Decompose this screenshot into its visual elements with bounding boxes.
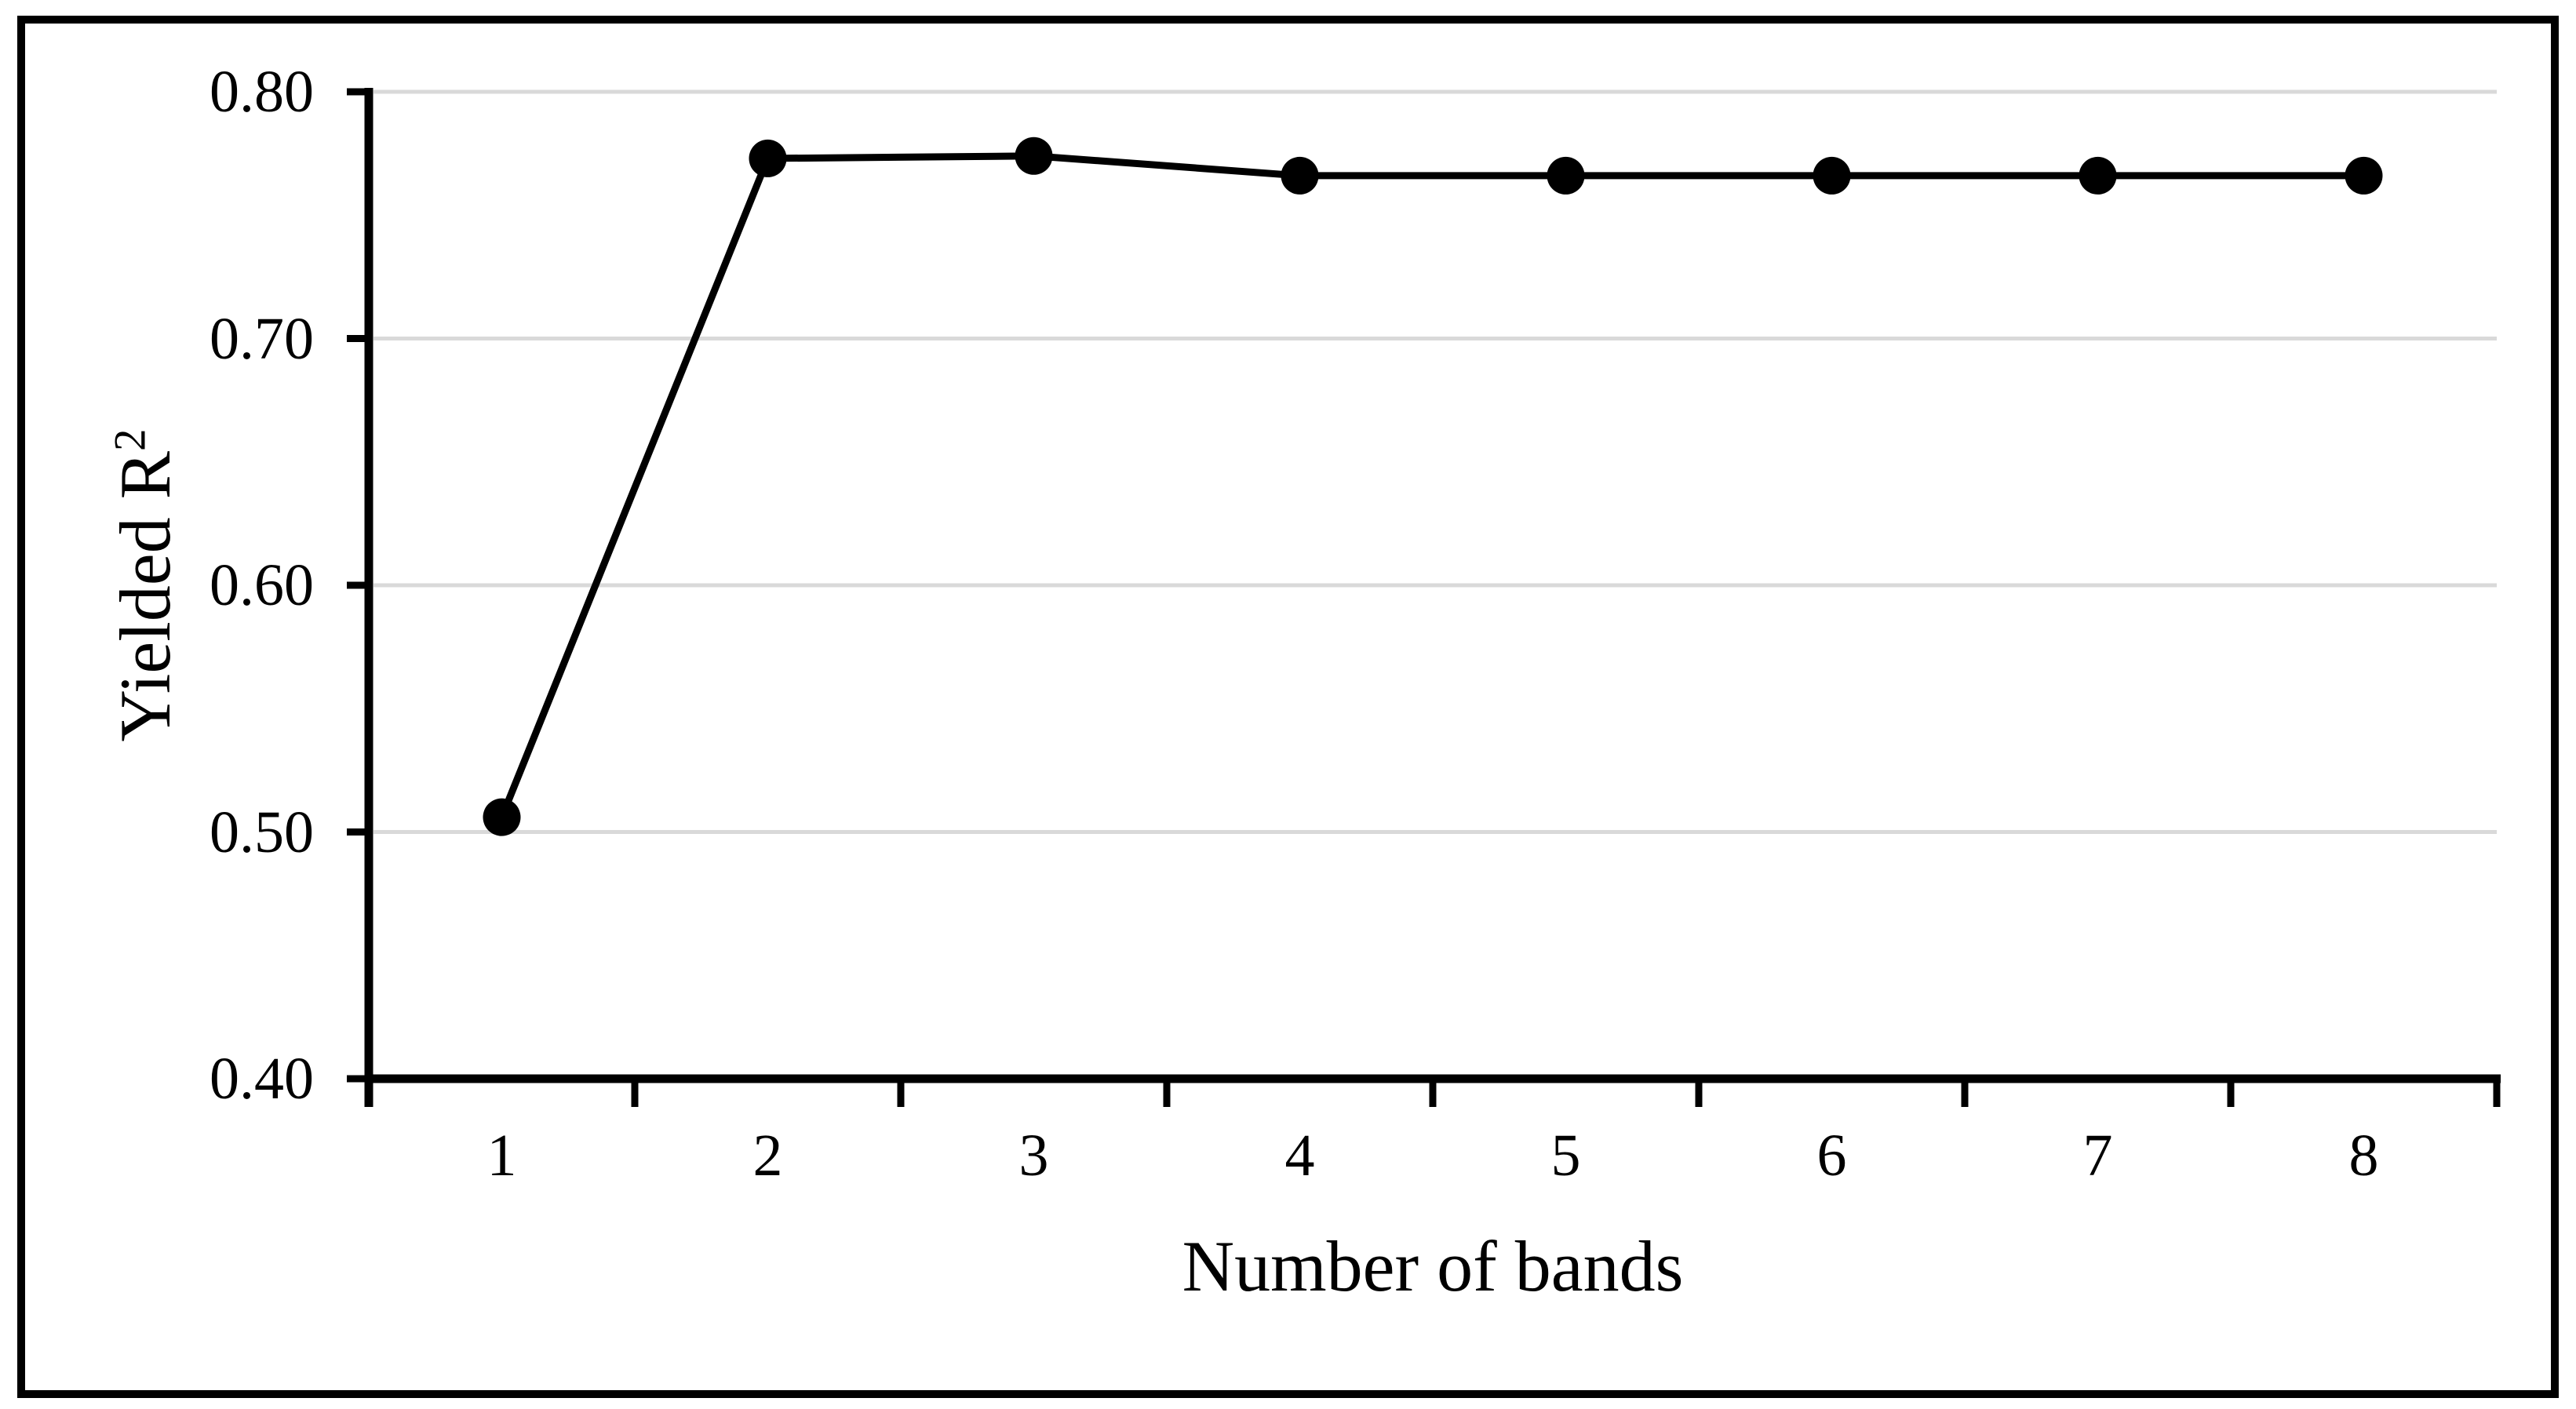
data-point-3 [1015, 137, 1053, 175]
data-point-7 [2079, 156, 2117, 195]
data-point-2 [749, 139, 787, 177]
data-point-5 [1547, 156, 1585, 195]
data-point-6 [1813, 156, 1851, 195]
y-tick-label-0.60: 0.60 [210, 552, 314, 618]
x-axis-title: Number of bands [1182, 1226, 1684, 1306]
y-tick-label-0.50: 0.50 [210, 799, 314, 865]
y-axis-title: Yielded R2 [105, 428, 185, 741]
y-tick-label-0.80: 0.80 [210, 59, 314, 125]
data-point-8 [2345, 156, 2383, 195]
y-axis-title-text: Yielded R [105, 451, 185, 742]
x-tick-label-4: 4 [1284, 1123, 1315, 1189]
data-line [498, 152, 2364, 819]
x-tick-label-3: 3 [1018, 1123, 1049, 1189]
x-tick-label-7: 7 [2082, 1123, 2113, 1189]
x-tick-label-8: 8 [2348, 1123, 2379, 1189]
x-tick-label-5: 5 [1550, 1123, 1581, 1189]
data-point-4 [1281, 156, 1319, 195]
x-tick-label-1: 1 [486, 1123, 517, 1189]
y-axis-title-superscript: 2 [105, 428, 155, 451]
y-tick-label-0.40: 0.40 [210, 1046, 314, 1112]
figure-border [17, 16, 2559, 1398]
data-point-1 [483, 798, 521, 836]
y-tick-label-0.70: 0.70 [210, 305, 314, 372]
x-tick-label-6: 6 [1816, 1123, 1847, 1189]
x-tick-label-2: 2 [752, 1123, 783, 1189]
